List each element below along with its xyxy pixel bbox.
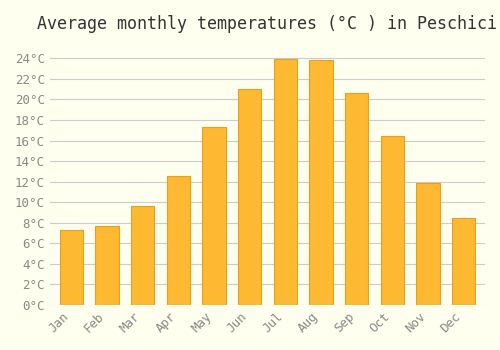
Bar — [274, 60, 297, 305]
Bar — [131, 206, 154, 305]
Bar — [345, 93, 368, 305]
Bar — [380, 136, 404, 305]
Bar — [416, 183, 440, 305]
Bar — [166, 175, 190, 305]
Bar — [60, 230, 83, 305]
Bar — [238, 89, 261, 305]
Title: Average monthly temperatures (°C ) in Peschici: Average monthly temperatures (°C ) in Pe… — [38, 15, 498, 33]
Bar — [452, 218, 475, 305]
Bar — [96, 226, 118, 305]
Bar — [310, 60, 332, 305]
Bar — [202, 127, 226, 305]
